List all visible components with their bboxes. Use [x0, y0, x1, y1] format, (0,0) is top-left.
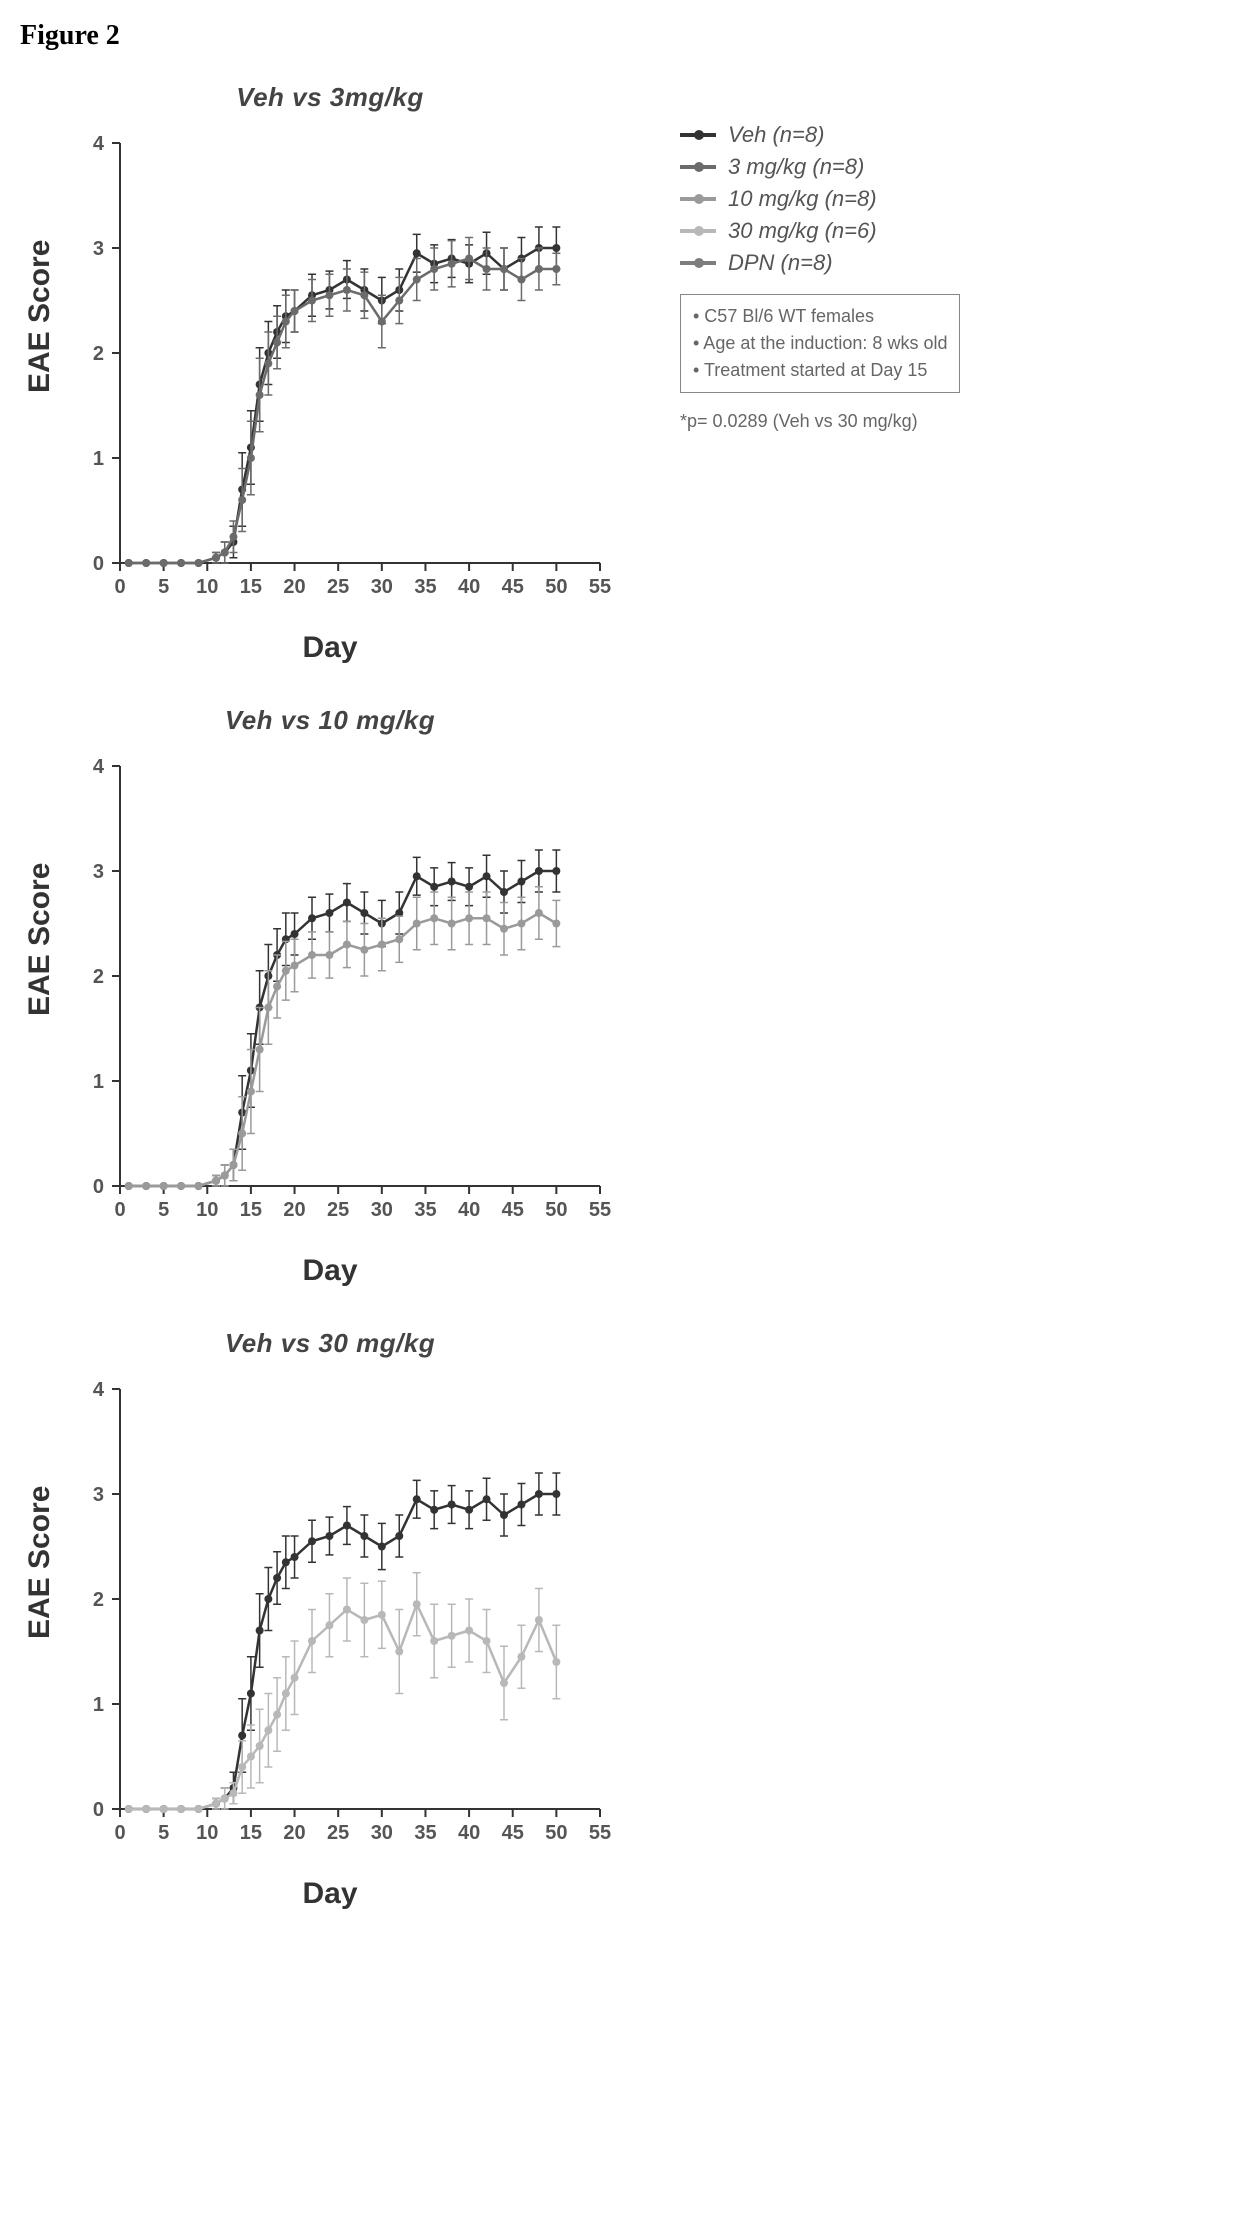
- svg-text:35: 35: [414, 1822, 436, 1844]
- legend-label: 30 mg/kg (n=6): [728, 218, 877, 244]
- y-axis-label: EAE Score: [23, 1599, 57, 1639]
- svg-text:20: 20: [283, 1199, 305, 1221]
- svg-text:20: 20: [283, 1822, 305, 1844]
- svg-text:1: 1: [93, 1694, 104, 1716]
- svg-text:35: 35: [414, 576, 436, 598]
- svg-text:20: 20: [283, 576, 305, 598]
- svg-text:50: 50: [545, 576, 567, 598]
- svg-text:0: 0: [114, 1822, 125, 1844]
- svg-text:15: 15: [240, 576, 262, 598]
- svg-text:3: 3: [93, 238, 104, 260]
- chart-svg: 0 5 10 15 20 25 30 35 40 45 50 55 0 1 2 3 4: [60, 746, 620, 1246]
- svg-text:15: 15: [240, 1199, 262, 1221]
- legend-label: 10 mg/kg (n=8): [728, 186, 877, 212]
- svg-text:0: 0: [93, 553, 104, 575]
- svg-text:35: 35: [414, 1199, 436, 1221]
- x-axis-label: Day: [20, 1877, 640, 1911]
- svg-text:4: 4: [93, 133, 105, 155]
- svg-text:55: 55: [589, 576, 611, 598]
- legend-swatch: [680, 165, 716, 169]
- legend-and-notes: Veh (n=8) 3 mg/kg (n=8) 10 mg/kg (n=8) 30 m…: [680, 122, 960, 432]
- legend-item: 3 mg/kg (n=8): [680, 154, 960, 180]
- svg-text:4: 4: [93, 1379, 105, 1401]
- legend-swatch: [680, 133, 716, 137]
- legend-item: Veh (n=8): [680, 122, 960, 148]
- svg-text:2: 2: [93, 343, 104, 365]
- svg-text:0: 0: [114, 576, 125, 598]
- chart-svg: 0 5 10 15 20 25 30 35 40 45 50 55 0 1 2 3 4: [60, 123, 620, 623]
- svg-text:1: 1: [93, 448, 104, 470]
- chart-title: Veh vs 10 mg/kg: [20, 705, 640, 736]
- svg-text:5: 5: [158, 1822, 169, 1844]
- legend-item: DPN (n=8): [680, 250, 960, 276]
- svg-text:1: 1: [93, 1071, 104, 1093]
- x-axis-label: Day: [20, 631, 640, 665]
- legend-swatch: [680, 261, 716, 265]
- svg-text:10: 10: [196, 576, 218, 598]
- svg-text:0: 0: [93, 1799, 104, 1821]
- svg-text:40: 40: [458, 1822, 480, 1844]
- chart-panel: Veh vs 30 mg/kgEAE Score0510152025303540…: [20, 1328, 1220, 1911]
- svg-text:25: 25: [327, 1822, 349, 1844]
- svg-text:15: 15: [240, 1822, 262, 1844]
- chart-svg: 0 5 10 15 20 25 30 35 40 45 50 55 0 1 2 3 4: [60, 1369, 620, 1869]
- svg-text:55: 55: [589, 1199, 611, 1221]
- chart-title: Veh vs 30 mg/kg: [20, 1328, 640, 1359]
- svg-text:0: 0: [114, 1199, 125, 1221]
- notes-box: • C57 Bl/6 WT females• Age at the induct…: [680, 294, 960, 393]
- svg-text:45: 45: [502, 1822, 524, 1844]
- svg-text:5: 5: [158, 1199, 169, 1221]
- svg-text:30: 30: [371, 576, 393, 598]
- chart-title: Veh vs 3mg/kg: [20, 82, 640, 113]
- svg-text:2: 2: [93, 1589, 104, 1611]
- svg-text:40: 40: [458, 1199, 480, 1221]
- svg-text:25: 25: [327, 1199, 349, 1221]
- y-axis-label: EAE Score: [23, 976, 57, 1016]
- svg-text:10: 10: [196, 1199, 218, 1221]
- svg-text:5: 5: [158, 576, 169, 598]
- svg-text:25: 25: [327, 576, 349, 598]
- legend-item: 30 mg/kg (n=6): [680, 218, 960, 244]
- svg-text:0: 0: [93, 1176, 104, 1198]
- svg-text:45: 45: [502, 1199, 524, 1221]
- note-line: • C57 Bl/6 WT females: [693, 303, 947, 330]
- legend-swatch: [680, 197, 716, 201]
- svg-text:30: 30: [371, 1822, 393, 1844]
- svg-text:3: 3: [93, 1484, 104, 1506]
- y-axis-label: EAE Score: [23, 353, 57, 393]
- svg-text:50: 50: [545, 1199, 567, 1221]
- note-line: • Age at the induction: 8 wks old: [693, 330, 947, 357]
- svg-text:45: 45: [502, 576, 524, 598]
- chart-panel: Veh vs 3mg/kgEAE Score051015202530354045…: [20, 82, 1220, 665]
- svg-text:50: 50: [545, 1822, 567, 1844]
- figure-label: Figure 2: [20, 20, 1220, 52]
- chart-panel: Veh vs 10 mg/kgEAE Score0510152025303540…: [20, 705, 1220, 1288]
- legend-label: DPN (n=8): [728, 250, 833, 276]
- svg-text:4: 4: [93, 756, 105, 778]
- svg-text:40: 40: [458, 576, 480, 598]
- svg-text:30: 30: [371, 1199, 393, 1221]
- legend-label: 3 mg/kg (n=8): [728, 154, 864, 180]
- legend-swatch: [680, 229, 716, 233]
- note-line: • Treatment started at Day 15: [693, 357, 947, 384]
- p-value-note: *p= 0.0289 (Veh vs 30 mg/kg): [680, 411, 960, 432]
- svg-text:2: 2: [93, 966, 104, 988]
- legend-item: 10 mg/kg (n=8): [680, 186, 960, 212]
- svg-text:10: 10: [196, 1822, 218, 1844]
- legend-label: Veh (n=8): [728, 122, 824, 148]
- svg-text:3: 3: [93, 861, 104, 883]
- svg-text:55: 55: [589, 1822, 611, 1844]
- x-axis-label: Day: [20, 1254, 640, 1288]
